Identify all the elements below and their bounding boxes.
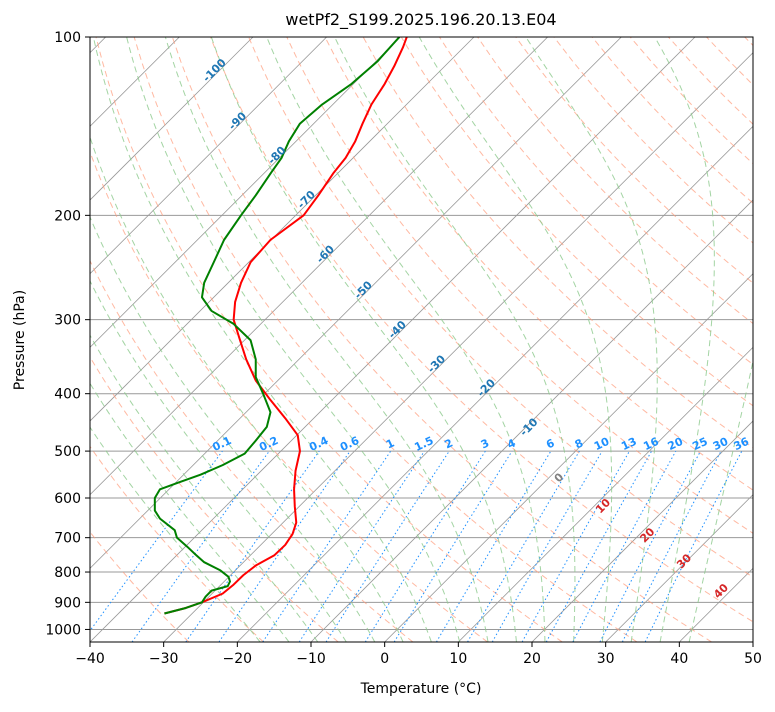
- y-tick-label: 300: [54, 313, 81, 329]
- x-axis-title: Temperature (°C): [360, 681, 482, 697]
- y-axis-title: Pressure (hPa): [12, 290, 28, 390]
- x-tick-label: 0: [380, 651, 389, 667]
- y-tick-label: 700: [54, 531, 81, 547]
- x-tick-label: 20: [523, 651, 541, 667]
- y-tick-label: 600: [54, 491, 81, 507]
- x-tick-label: −30: [149, 651, 179, 667]
- x-tick-label: −20: [223, 651, 253, 667]
- y-tick-label: 200: [54, 208, 81, 224]
- y-tick-label: 900: [54, 595, 81, 611]
- x-tick-label: 50: [744, 651, 762, 667]
- x-tick-label: −10: [296, 651, 326, 667]
- x-tick-label: 10: [449, 651, 467, 667]
- x-tick-label: 30: [597, 651, 615, 667]
- y-tick-label: 1000: [45, 622, 81, 638]
- isotherm-line: [753, 37, 775, 642]
- y-tick-label: 100: [54, 30, 81, 46]
- y-tick-label: 400: [54, 387, 81, 403]
- x-tick-label: 40: [670, 651, 688, 667]
- x-tick-label: −40: [75, 651, 105, 667]
- chart-title: wetPf2_S199.2025.196.20.13.E04: [285, 10, 556, 30]
- y-tick-label: 500: [54, 444, 81, 460]
- y-tick-label: 800: [54, 565, 81, 581]
